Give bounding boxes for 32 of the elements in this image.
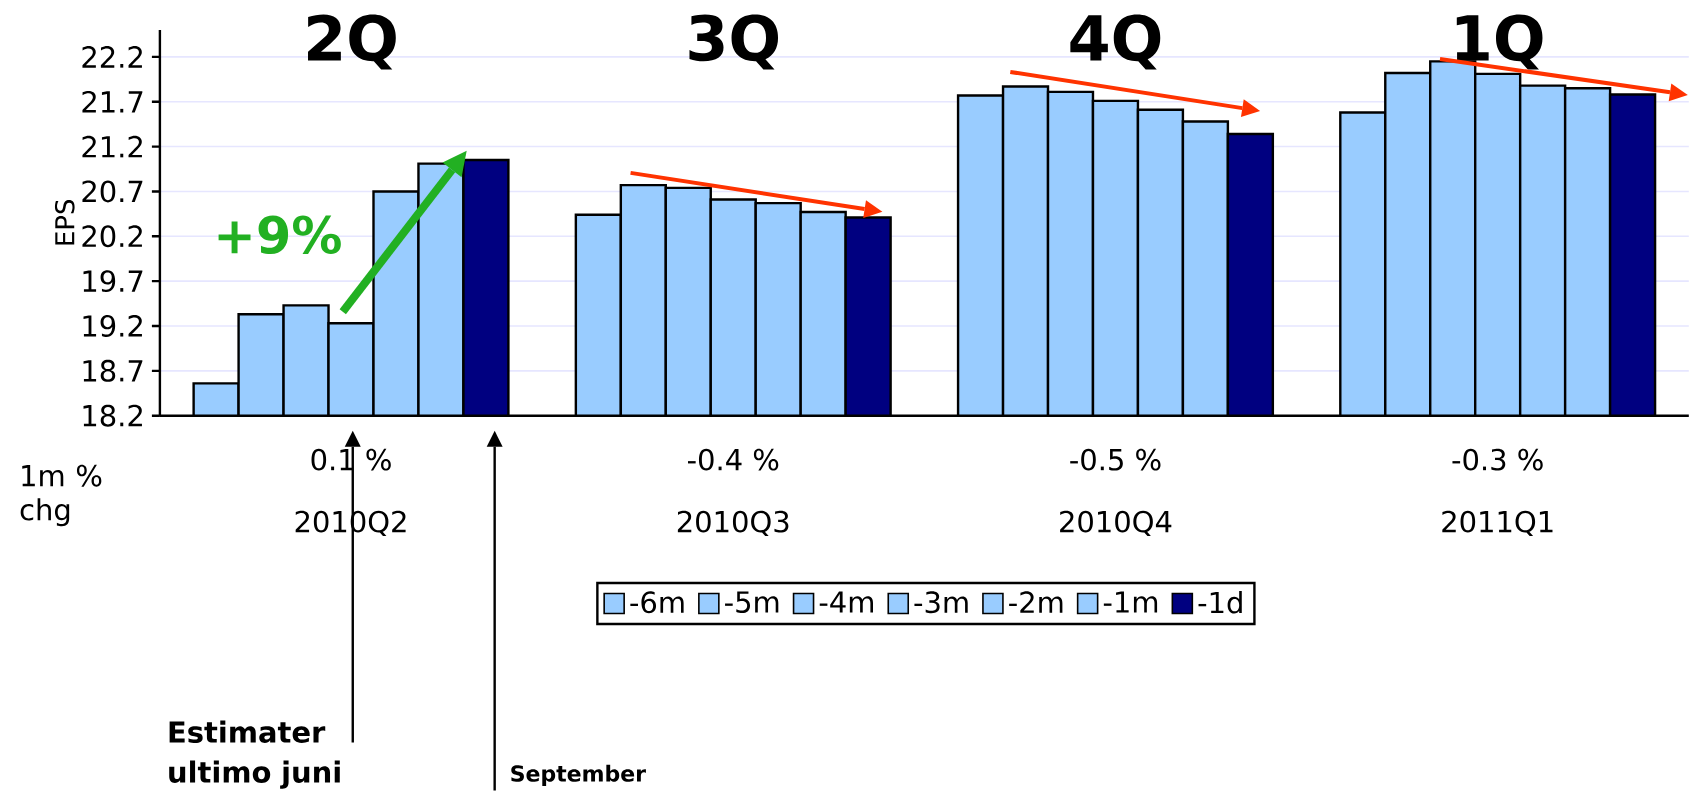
text: -0.3 %	[1452, 448, 1543, 471]
y-tick-label: 18.2	[83, 404, 142, 427]
legend-label: -2m	[1009, 591, 1063, 613]
text: 1m % chg	[20, 464, 102, 526]
legend-label: -3m	[914, 591, 968, 613]
x-tick-label: 2010Q3	[677, 510, 789, 536]
text: -0.4 %	[688, 448, 779, 471]
text: 0.1 %	[311, 448, 391, 471]
y-tick-label: 18.7	[83, 359, 143, 382]
y-tick-label: 19.7	[83, 269, 143, 292]
annotation: 4Q	[1070, 14, 1161, 70]
annotation: 2Q	[308, 14, 396, 70]
legend-label: -4m	[819, 591, 873, 613]
x-tick-label: 2011Q1	[1442, 510, 1553, 536]
y-axis-title: EPS	[54, 199, 75, 245]
text: -0.5 %	[1070, 448, 1161, 471]
annotation: 3Q	[689, 14, 779, 70]
text: September	[511, 764, 646, 786]
y-tick-label: 19.2	[83, 314, 142, 337]
legend-label: -1d	[1198, 590, 1242, 614]
y-tick-label: 21.7	[82, 90, 143, 113]
y-tick-label: 22.2	[82, 45, 142, 68]
x-tick-label: 2010Q4	[1060, 510, 1172, 536]
y-tick-label: 21.2	[82, 135, 142, 158]
text: Estimater ultimo juni	[169, 720, 340, 789]
legend-label: -5m	[725, 591, 779, 613]
y-tick-label: 20.7	[82, 180, 143, 203]
legend-label: -6m	[630, 591, 684, 613]
annotation: +9%	[218, 215, 341, 254]
y-tick-label: 20.2	[82, 225, 142, 248]
legend-label: -1m	[1103, 591, 1158, 613]
annotation: 1Q	[1456, 14, 1543, 70]
